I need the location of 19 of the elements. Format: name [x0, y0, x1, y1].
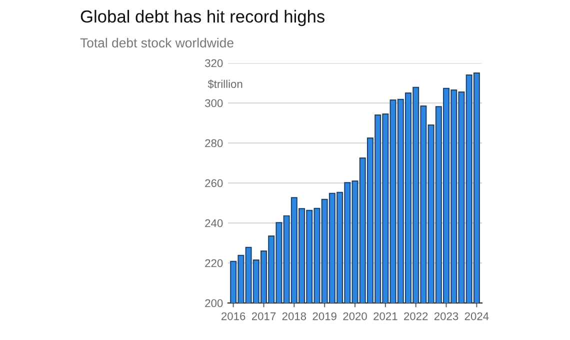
- chart-title: Global debt has hit record highs: [80, 10, 325, 26]
- y-tick-label: 240: [205, 219, 223, 228]
- x-tick-label: 2022: [404, 312, 428, 320]
- y-tick-label: 320: [205, 59, 223, 68]
- y-tick-label: 200: [205, 299, 223, 308]
- x-tick-label: 2017: [252, 312, 276, 320]
- y-axis-title: $trillion: [208, 80, 242, 89]
- x-tick-label: 2019: [312, 312, 336, 320]
- x-tick-label: 2020: [343, 312, 367, 320]
- y-tick-label: 280: [205, 139, 223, 148]
- chart-subtitle: Total debt stock worldwide: [80, 38, 234, 48]
- y-tick-label: 260: [205, 179, 223, 188]
- x-tick-label: 2016: [222, 312, 246, 320]
- x-tick-label: 2021: [374, 312, 398, 320]
- x-tick-label: 2018: [282, 312, 306, 320]
- y-tick-label: 300: [205, 99, 223, 108]
- x-tick-label: 2023: [434, 312, 458, 320]
- x-tick-label: 2024: [464, 312, 489, 320]
- y-tick-label: 220: [205, 259, 223, 268]
